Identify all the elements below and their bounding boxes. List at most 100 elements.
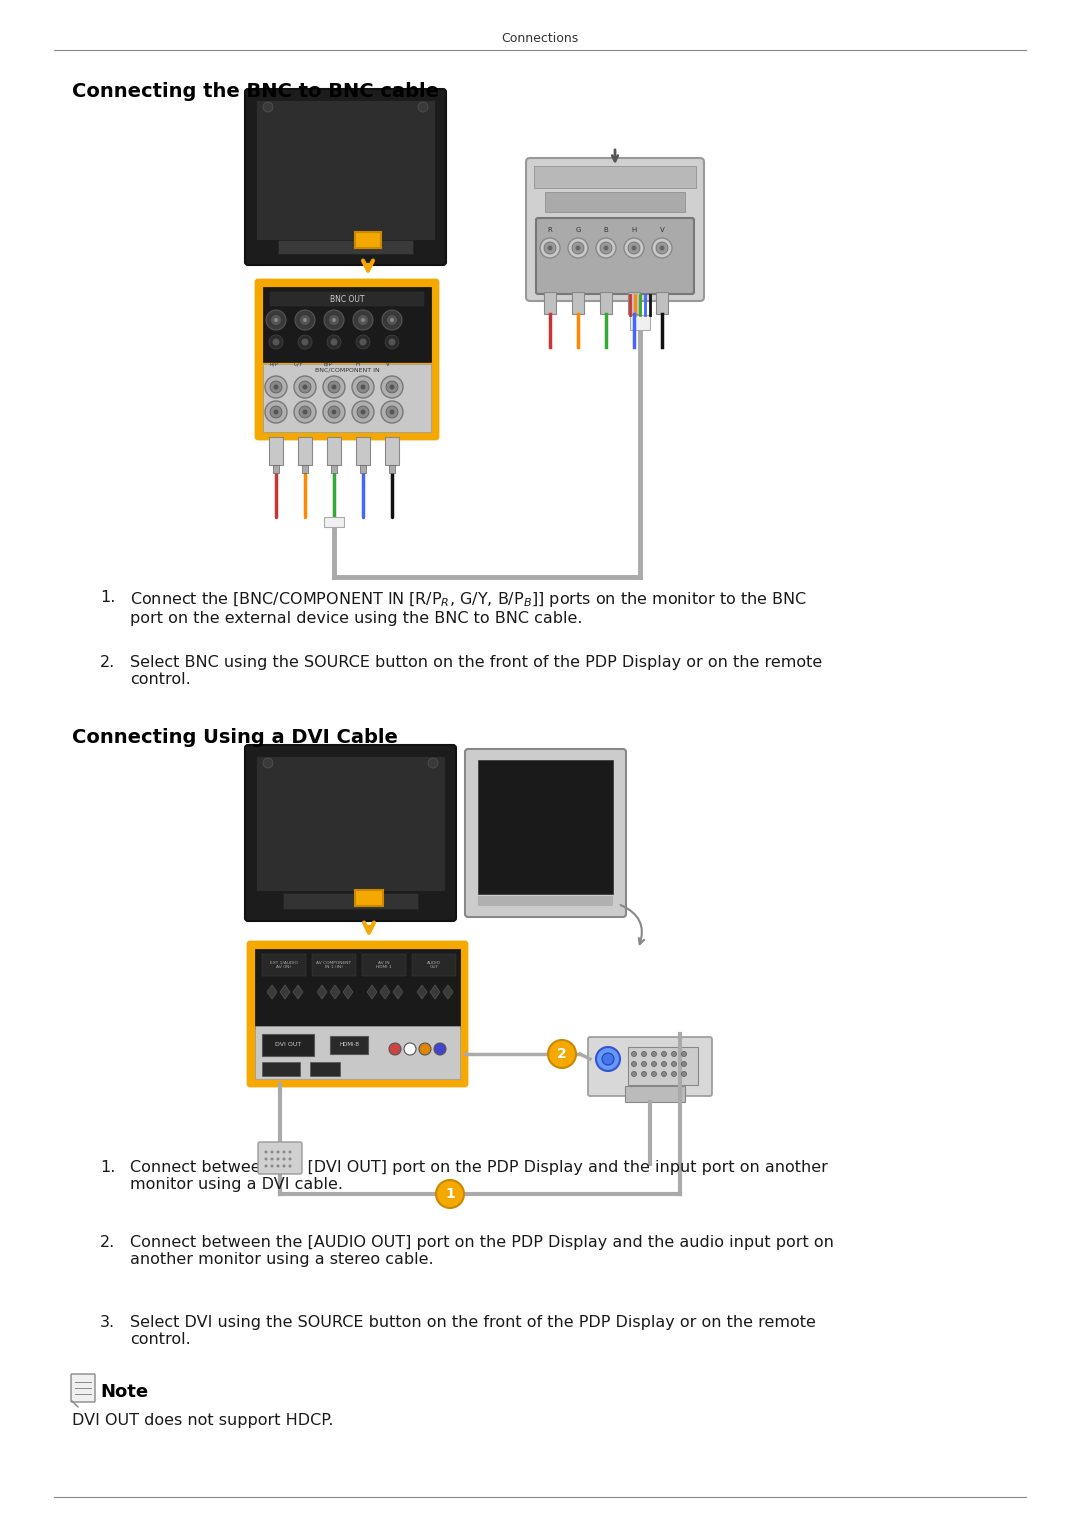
Circle shape (353, 310, 373, 330)
Circle shape (352, 402, 374, 423)
Circle shape (632, 1072, 636, 1077)
Circle shape (632, 1061, 636, 1066)
Circle shape (660, 246, 664, 250)
Bar (627, 1048, 698, 1086)
Bar (273, 466, 279, 473)
Bar (310, 1061, 340, 1077)
Bar (478, 896, 613, 906)
Circle shape (295, 310, 315, 330)
Circle shape (274, 318, 278, 322)
Text: Select DVI using the SOURCE button on the front of the PDP Display or on the rem: Select DVI using the SOURCE button on th… (130, 1315, 815, 1347)
Circle shape (301, 339, 309, 345)
Bar (327, 437, 341, 466)
Circle shape (265, 1165, 268, 1168)
Text: Connecting the BNC to BNC cable: Connecting the BNC to BNC cable (72, 82, 438, 101)
Circle shape (361, 409, 365, 414)
FancyBboxPatch shape (245, 89, 446, 266)
Circle shape (265, 376, 287, 399)
Circle shape (276, 1165, 280, 1168)
Bar (627, 292, 640, 315)
Bar (545, 192, 685, 212)
Text: 3.: 3. (100, 1315, 116, 1330)
Circle shape (265, 402, 287, 423)
Circle shape (419, 1043, 431, 1055)
Polygon shape (343, 985, 353, 999)
Polygon shape (267, 985, 276, 999)
Text: B/P: B/P (324, 362, 333, 366)
Text: 2.: 2. (100, 655, 116, 670)
Bar (411, 954, 456, 976)
Circle shape (361, 385, 365, 389)
Circle shape (544, 241, 556, 253)
Circle shape (661, 1072, 666, 1077)
Circle shape (361, 318, 365, 322)
Circle shape (276, 1157, 280, 1161)
Bar (264, 363, 431, 432)
Polygon shape (393, 985, 403, 999)
Circle shape (389, 339, 395, 345)
Circle shape (642, 1072, 647, 1077)
FancyBboxPatch shape (526, 157, 704, 301)
Circle shape (386, 406, 399, 418)
Bar (384, 437, 399, 466)
Circle shape (288, 1165, 292, 1168)
FancyBboxPatch shape (258, 1142, 302, 1174)
Circle shape (270, 315, 282, 325)
Bar (356, 437, 370, 466)
Polygon shape (330, 985, 340, 999)
Circle shape (324, 310, 345, 330)
Polygon shape (380, 985, 390, 999)
Text: H: H (356, 362, 360, 366)
Circle shape (332, 409, 337, 414)
Bar (330, 1035, 368, 1054)
Bar (478, 760, 613, 893)
Circle shape (299, 315, 311, 325)
FancyBboxPatch shape (248, 942, 467, 1086)
Circle shape (651, 1072, 657, 1077)
Bar (256, 756, 445, 890)
Text: Select BNC using the SOURCE button on the front of the PDP Display or on the rem: Select BNC using the SOURCE button on th… (130, 655, 822, 687)
FancyBboxPatch shape (71, 1374, 95, 1402)
Text: Connect between the [DVI OUT] port on the PDP Display and the input port on anot: Connect between the [DVI OUT] port on th… (130, 1161, 828, 1193)
Text: 1.: 1. (100, 1161, 116, 1174)
Polygon shape (280, 985, 291, 999)
Circle shape (323, 402, 345, 423)
Circle shape (357, 315, 368, 325)
Bar (262, 1034, 314, 1057)
Text: R/P: R/P (270, 362, 279, 366)
Circle shape (436, 1180, 464, 1208)
Text: Connections: Connections (501, 32, 579, 44)
Text: G/Y: G/Y (294, 362, 303, 366)
Bar (262, 954, 306, 976)
Text: V: V (386, 362, 390, 366)
Circle shape (656, 241, 669, 253)
Text: AV COMPONENT
IN 1 (IN): AV COMPONENT IN 1 (IN) (316, 960, 352, 970)
Text: AV IN
HDMI 1: AV IN HDMI 1 (376, 960, 392, 970)
Circle shape (270, 382, 282, 392)
Bar (355, 232, 381, 247)
Bar (270, 292, 424, 305)
Circle shape (270, 1157, 273, 1161)
Text: DVI OUT does not support HDCP.: DVI OUT does not support HDCP. (72, 1412, 334, 1428)
Bar (256, 99, 435, 240)
Circle shape (596, 1048, 620, 1070)
Circle shape (681, 1072, 687, 1077)
Circle shape (384, 334, 399, 350)
FancyBboxPatch shape (465, 750, 626, 918)
Circle shape (386, 382, 399, 392)
Bar (355, 890, 383, 906)
Circle shape (600, 241, 612, 253)
Circle shape (270, 406, 282, 418)
Circle shape (264, 757, 273, 768)
Polygon shape (367, 985, 377, 999)
Circle shape (299, 382, 311, 392)
Bar (656, 292, 669, 315)
Bar (625, 1086, 685, 1102)
Circle shape (390, 409, 394, 414)
Circle shape (627, 241, 640, 253)
Circle shape (298, 334, 312, 350)
Polygon shape (293, 985, 303, 999)
Circle shape (323, 376, 345, 399)
Bar (283, 893, 418, 909)
Bar (298, 437, 312, 466)
